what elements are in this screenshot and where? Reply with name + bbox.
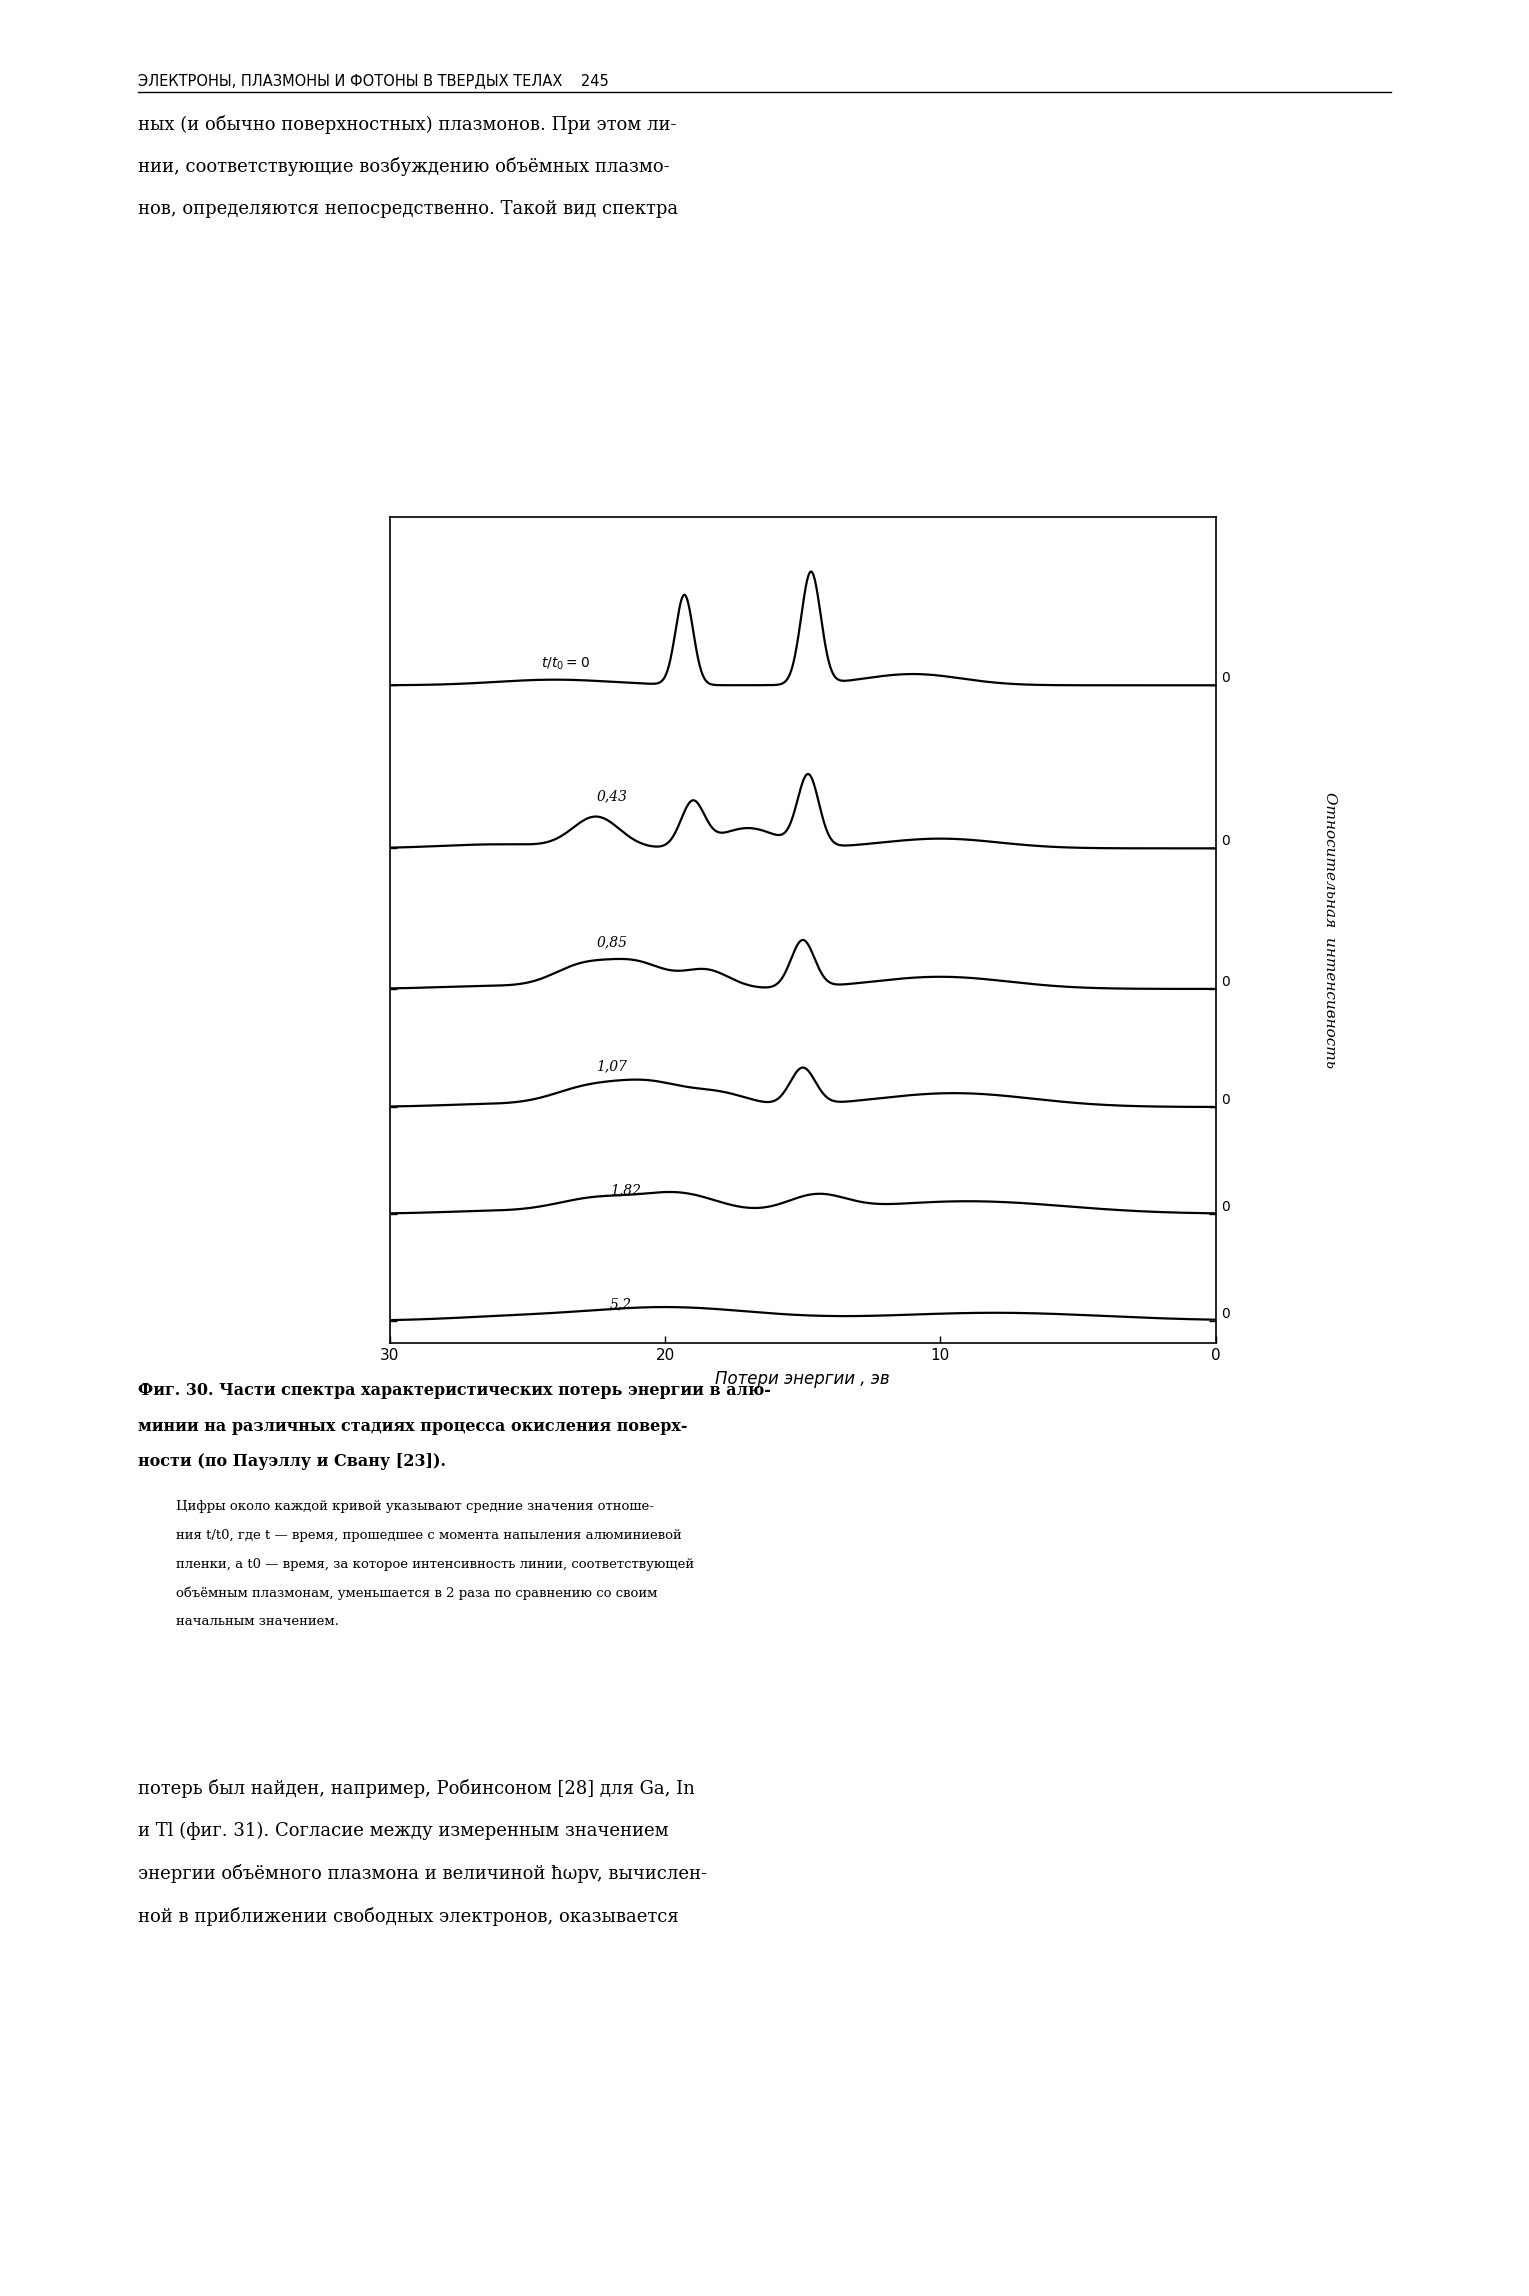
Text: минии на различных стадиях процесса окисления поверх-: минии на различных стадиях процесса окис… — [138, 1417, 687, 1435]
Text: 5,2: 5,2 — [610, 1297, 631, 1311]
Text: 0: 0 — [1222, 976, 1229, 990]
Text: пленки, а t0 — время, за которое интенсивность линии, соответствующей: пленки, а t0 — время, за которое интенси… — [176, 1557, 694, 1570]
Text: ности (по Пауэллу и Свану [23]).: ности (по Пауэллу и Свану [23]). — [138, 1453, 445, 1469]
Text: 0,85: 0,85 — [596, 934, 627, 951]
Text: 0: 0 — [1222, 1093, 1229, 1107]
Text: нии, соответствующие возбуждению объёмных плазмо-: нии, соответствующие возбуждению объёмны… — [138, 156, 670, 177]
Text: Цифры около каждой кривой указывают средние значения отноше-: Цифры около каждой кривой указывают сред… — [176, 1502, 654, 1513]
Text: 0,43: 0,43 — [596, 790, 627, 804]
Text: 0: 0 — [1222, 1201, 1229, 1215]
Text: Относительная  интенсивность: Относительная интенсивность — [1323, 792, 1338, 1068]
X-axis label: Потери энергии , эв: Потери энергии , эв — [716, 1371, 890, 1389]
Text: ЭЛЕКТРОНЫ, ПЛАЗМОНЫ И ФОТОНЫ В ТВЕРДЫХ ТЕЛАХ    245: ЭЛЕКТРОНЫ, ПЛАЗМОНЫ И ФОТОНЫ В ТВЕРДЫХ Т… — [138, 73, 609, 90]
Text: 0: 0 — [1222, 670, 1229, 684]
Text: Фиг. 30. Части спектра характеристических потерь энергии в алю-: Фиг. 30. Части спектра характеристически… — [138, 1382, 771, 1398]
Text: ния t/t0, где t — время, прошедшее с момента напыления алюминиевой: ния t/t0, где t — время, прошедшее с мом… — [176, 1529, 682, 1543]
Text: 0: 0 — [1222, 833, 1229, 847]
Text: ной в приближении свободных электронов, оказывается: ной в приближении свободных электронов, … — [138, 1906, 679, 1926]
Text: 1,07: 1,07 — [596, 1058, 627, 1072]
Text: потерь был найден, например, Робинсоном [28] для Ga, In: потерь был найден, например, Робинсоном … — [138, 1779, 694, 1798]
Text: нов, определяются непосредственно. Такой вид спектра: нов, определяются непосредственно. Такой… — [138, 200, 677, 218]
Text: 0: 0 — [1222, 1306, 1229, 1320]
Text: и Tl (фиг. 31). Согласие между измеренным значением: и Tl (фиг. 31). Согласие между измеренны… — [138, 1823, 668, 1839]
Text: объёмным плазмонам, уменьшается в 2 раза по сравнению со своим: объёмным плазмонам, уменьшается в 2 раза… — [176, 1587, 657, 1600]
Text: начальным значением.: начальным значением. — [176, 1616, 339, 1628]
Text: энергии объёмного плазмона и величиной ħωpv, вычислен-: энергии объёмного плазмона и величиной ħ… — [138, 1864, 706, 1883]
Text: 1,82: 1,82 — [610, 1182, 641, 1196]
Text: $t/t_0{=}0$: $t/t_0{=}0$ — [541, 654, 590, 673]
Text: ных (и обычно поверхностных) плазмонов. При этом ли-: ных (и обычно поверхностных) плазмонов. … — [138, 115, 676, 133]
